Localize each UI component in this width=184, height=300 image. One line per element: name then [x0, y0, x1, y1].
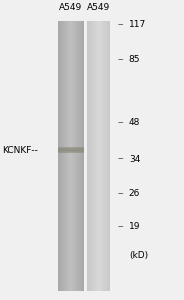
Bar [90, 21, 91, 291]
Bar [107, 21, 108, 291]
Text: A549: A549 [59, 3, 82, 12]
Bar [82, 21, 83, 291]
Bar [76, 21, 77, 291]
Text: 34: 34 [129, 154, 140, 164]
Bar [58, 21, 59, 291]
Bar [63, 21, 64, 291]
Bar [98, 21, 99, 291]
Bar [103, 21, 104, 291]
Text: A549: A549 [87, 3, 110, 12]
Bar [105, 21, 106, 291]
Bar [83, 21, 84, 291]
Text: 26: 26 [129, 189, 140, 198]
Bar [80, 21, 81, 291]
Bar [69, 21, 70, 291]
Text: --: -- [118, 118, 124, 127]
Text: 117: 117 [129, 20, 146, 29]
Bar [62, 21, 63, 291]
Bar [99, 21, 100, 291]
Text: --: -- [118, 222, 124, 231]
Text: --: -- [118, 154, 124, 164]
Bar [100, 21, 101, 291]
Bar [60, 21, 61, 291]
Text: (kD): (kD) [129, 251, 148, 260]
Bar [91, 21, 92, 291]
Text: --: -- [118, 55, 124, 64]
Bar [104, 21, 105, 291]
Bar [96, 21, 97, 291]
Bar [106, 21, 107, 291]
Bar [77, 21, 78, 291]
Text: 85: 85 [129, 55, 140, 64]
Bar [59, 21, 60, 291]
Bar [97, 21, 98, 291]
Bar [74, 21, 75, 291]
Bar [65, 21, 66, 291]
Bar [79, 21, 80, 291]
Bar [66, 21, 67, 291]
Bar [70, 21, 71, 291]
Bar [93, 21, 94, 291]
Bar [87, 21, 88, 291]
Bar [75, 21, 76, 291]
Bar [64, 21, 65, 291]
Bar [89, 21, 90, 291]
Bar [95, 21, 96, 291]
Bar [68, 21, 69, 291]
Bar [61, 21, 62, 291]
Text: KCNKF--: KCNKF-- [2, 146, 38, 154]
Bar [78, 21, 79, 291]
Bar [94, 21, 95, 291]
Text: 19: 19 [129, 222, 140, 231]
Text: 48: 48 [129, 118, 140, 127]
Bar [109, 21, 110, 291]
Bar [71, 21, 72, 291]
Text: --: -- [118, 189, 124, 198]
Text: --: -- [118, 20, 124, 29]
Bar [92, 21, 93, 291]
Bar [67, 21, 68, 291]
Bar [73, 21, 74, 291]
Bar [81, 21, 82, 291]
Bar [102, 21, 103, 291]
Bar [88, 21, 89, 291]
Bar [101, 21, 102, 291]
Bar [108, 21, 109, 291]
Bar [72, 21, 73, 291]
